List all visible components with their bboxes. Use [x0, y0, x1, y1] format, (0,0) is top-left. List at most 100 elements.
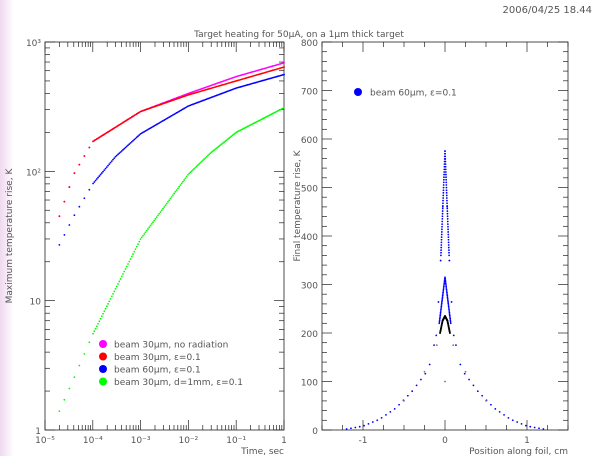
- data-point: [178, 185, 181, 188]
- data-point: [494, 408, 497, 410]
- data-point: [162, 207, 164, 210]
- data-point: [92, 332, 94, 335]
- data-point: [107, 302, 109, 305]
- data-point: [132, 139, 134, 142]
- data-point: [234, 132, 237, 134]
- data-point: [445, 287, 448, 289]
- data-point: [144, 231, 147, 234]
- data-point: [442, 181, 445, 184]
- data-point: [104, 307, 107, 310]
- data-point: [445, 197, 448, 199]
- data-point: [145, 229, 148, 232]
- data-point: [442, 285, 445, 288]
- data-point: [520, 422, 523, 425]
- data-point: [449, 317, 452, 320]
- data-point: [230, 135, 233, 137]
- y-tick-label: 0: [312, 427, 318, 437]
- data-point: [446, 223, 449, 226]
- data-point: [114, 288, 117, 290]
- data-point: [218, 145, 221, 147]
- data-point: [231, 134, 234, 136]
- data-point: [113, 157, 116, 160]
- data-point: [120, 150, 123, 152]
- data-point: [99, 173, 102, 176]
- data-point: [442, 191, 445, 194]
- data-point: [449, 316, 451, 319]
- data-point: [208, 153, 211, 156]
- data-point: [108, 163, 111, 166]
- data-point: [78, 163, 81, 166]
- data-point: [68, 186, 71, 188]
- data-point: [447, 307, 450, 309]
- data-point: [440, 303, 443, 306]
- data-point: [445, 178, 448, 181]
- data-point: [108, 300, 111, 303]
- data-point: [440, 251, 442, 254]
- data-point: [118, 280, 121, 283]
- data-point: [441, 300, 443, 303]
- data-point: [83, 353, 86, 355]
- data-point: [149, 224, 152, 227]
- data-point: [205, 155, 208, 158]
- y-tick-label: 500: [301, 185, 318, 195]
- y-tick-label: 1: [35, 427, 41, 437]
- data-point: [464, 370, 467, 373]
- x-tick-label: 1: [281, 436, 287, 446]
- data-point: [444, 171, 447, 173]
- data-point: [445, 181, 448, 184]
- data-point: [449, 320, 452, 323]
- right-plot-frame: [321, 41, 569, 431]
- y-tick-label: 10³: [26, 39, 41, 49]
- data-point: [58, 215, 61, 218]
- data-point: [115, 285, 118, 288]
- y-tick-label: 10²: [26, 168, 41, 178]
- data-point: [100, 172, 103, 174]
- data-point: [102, 170, 104, 173]
- data-point: [133, 138, 136, 141]
- data-point: [98, 175, 101, 177]
- y-tick-label: 800: [301, 39, 318, 49]
- data-point: [99, 317, 102, 320]
- legend-entry: beam 30µm, ε=0.1: [114, 353, 201, 363]
- data-point: [95, 325, 98, 328]
- data-point: [78, 364, 81, 367]
- data-point: [440, 302, 443, 305]
- data-point: [446, 296, 449, 299]
- data-point: [180, 182, 183, 185]
- data-point: [437, 301, 440, 303]
- data-point: [445, 285, 448, 288]
- data-point: [439, 316, 441, 319]
- data-point: [444, 380, 446, 383]
- data-point: [446, 220, 449, 223]
- data-point: [155, 216, 158, 219]
- data-point: [444, 163, 447, 166]
- data-point: [115, 154, 118, 157]
- data-point: [449, 319, 452, 322]
- data-point: [444, 282, 447, 285]
- data-point: [444, 276, 446, 279]
- data-point: [380, 416, 383, 419]
- data-point: [442, 202, 444, 205]
- y-tick-label: 700: [301, 88, 318, 98]
- data-point: [441, 293, 444, 296]
- data-point: [448, 314, 451, 317]
- data-point: [433, 344, 435, 347]
- data-point: [58, 410, 61, 413]
- data-point: [438, 317, 441, 320]
- data-point: [446, 293, 449, 296]
- data-point: [133, 250, 136, 253]
- x-tick-label: -1: [359, 436, 368, 446]
- data-point: [152, 221, 154, 224]
- data-point: [446, 299, 449, 302]
- data-point: [123, 147, 126, 150]
- data-point: [128, 143, 131, 146]
- data-point: [385, 413, 387, 416]
- data-point: [447, 249, 450, 252]
- data-point: [442, 184, 445, 186]
- data-point: [443, 173, 445, 176]
- data-point: [124, 146, 127, 149]
- data-point: [150, 222, 153, 225]
- data-point: [459, 363, 462, 366]
- data-point: [389, 410, 392, 413]
- data-point: [439, 259, 442, 262]
